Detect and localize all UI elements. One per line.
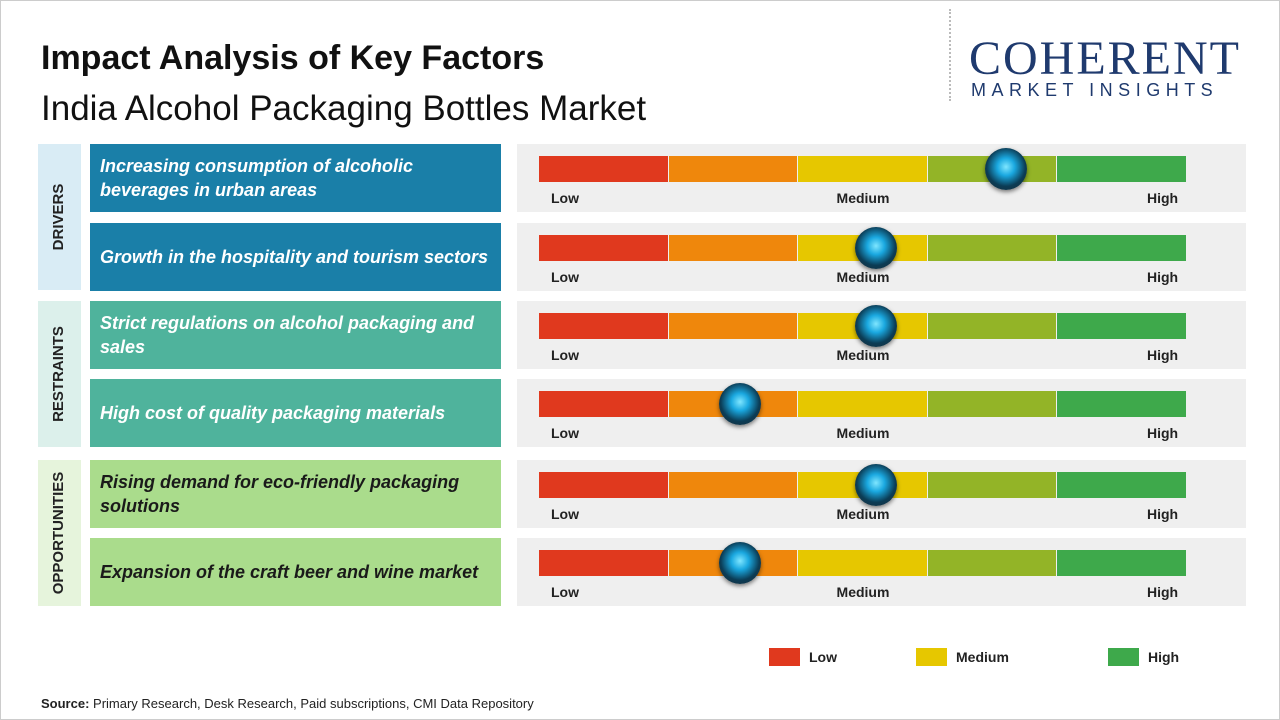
scale-label: Medium (836, 506, 890, 522)
factor-box: High cost of quality packaging materials (90, 379, 501, 447)
bar-segment (668, 313, 798, 339)
bar-segment (1057, 472, 1186, 498)
scale-label: High (1147, 584, 1179, 600)
scale-label: Medium (836, 584, 890, 600)
bar-segment (927, 472, 1057, 498)
legend-swatch (1108, 648, 1139, 666)
bar-segment (927, 391, 1057, 417)
scale-label: High (1147, 269, 1179, 285)
scale-label: Low (551, 190, 579, 206)
factor-box: Growth in the hospitality and tourism se… (90, 223, 501, 291)
scale-label: High (1147, 425, 1179, 441)
scale-label: Medium (836, 269, 890, 285)
bar-segment (1057, 156, 1186, 182)
impact-knob (718, 542, 761, 584)
group-label: OPPORTUNITIES (50, 471, 67, 595)
bar-segment (539, 391, 668, 417)
bar-segment (539, 235, 668, 261)
scale-label: Low (551, 347, 579, 363)
source-label: Source: (41, 696, 90, 711)
bar-segment (539, 472, 668, 498)
bar-segment (1057, 235, 1186, 261)
bar-segment (668, 156, 798, 182)
scale-label: High (1147, 190, 1179, 206)
bar-segment (798, 156, 927, 182)
divider (949, 9, 951, 101)
legend-swatch (916, 648, 947, 666)
scale-label: High (1147, 506, 1179, 522)
bar-segment (1057, 391, 1186, 417)
title: Impact Analysis of Key Factors (41, 39, 545, 77)
source-text: Primary Research, Desk Research, Paid su… (93, 696, 534, 711)
scale-label: Medium (836, 190, 890, 206)
bar-segment (798, 550, 927, 576)
logo-name: COHERENT (969, 32, 1241, 85)
bar-segment (1057, 313, 1186, 339)
impact-knob (854, 305, 897, 347)
bar-segment (539, 313, 668, 339)
bar-segment (798, 391, 927, 417)
group-label: RESTRAINTS (50, 326, 67, 422)
impact-knob (854, 227, 897, 269)
scale-label: Medium (836, 347, 890, 363)
scale-label: Low (551, 269, 579, 285)
factor-box: Rising demand for eco-friendly packaging… (90, 460, 501, 528)
factor-box: Increasing consumption of alcoholic beve… (90, 144, 501, 212)
impact-knob (984, 148, 1027, 190)
bar-segment (1057, 550, 1186, 576)
bar-segment (668, 472, 798, 498)
legend-swatch (769, 648, 800, 666)
impact-knob (718, 383, 761, 425)
group-box (38, 301, 81, 447)
impact-knob (854, 464, 897, 506)
scale-label: High (1147, 347, 1179, 363)
source: Source: Primary Research, Desk Research,… (41, 696, 534, 711)
scale-label: Low (551, 506, 579, 522)
group-box (38, 144, 81, 290)
factor-box: Strict regulations on alcohol packaging … (90, 301, 501, 369)
bar-segment (668, 235, 798, 261)
group-label: DRIVERS (50, 183, 67, 251)
logo-tagline: MARKET INSIGHTS (971, 80, 1219, 100)
subtitle: India Alcohol Packaging Bottles Market (41, 89, 647, 128)
legend-label: Medium (956, 649, 1009, 665)
bar-segment (539, 550, 668, 576)
bar-segment (539, 156, 668, 182)
factor-box: Expansion of the craft beer and wine mar… (90, 538, 501, 606)
bar-segment (927, 550, 1057, 576)
legend-label: High (1148, 649, 1180, 665)
legend-label: Low (809, 649, 837, 665)
bar-segment (927, 313, 1057, 339)
bar-segment (927, 235, 1057, 261)
scale-label: Medium (836, 425, 890, 441)
scale-label: Low (551, 584, 579, 600)
group-box (38, 460, 81, 606)
scale-label: Low (551, 425, 579, 441)
